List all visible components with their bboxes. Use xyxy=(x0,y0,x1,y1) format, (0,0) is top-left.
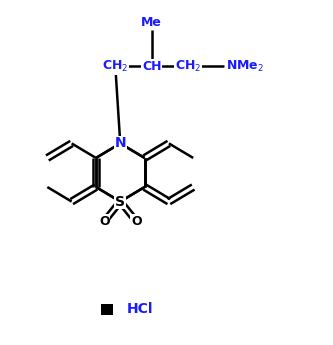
Text: NMe$_2$: NMe$_2$ xyxy=(226,59,264,74)
Bar xyxy=(101,304,113,315)
Text: S: S xyxy=(115,195,125,209)
Text: CH$_2$: CH$_2$ xyxy=(175,59,201,74)
Text: CH$_2$: CH$_2$ xyxy=(102,59,129,74)
Text: O: O xyxy=(131,215,142,228)
Text: O: O xyxy=(99,215,110,228)
Text: CH: CH xyxy=(142,60,162,73)
Text: N: N xyxy=(115,136,126,150)
Text: HCl: HCl xyxy=(127,302,153,316)
Text: Me: Me xyxy=(141,17,162,29)
